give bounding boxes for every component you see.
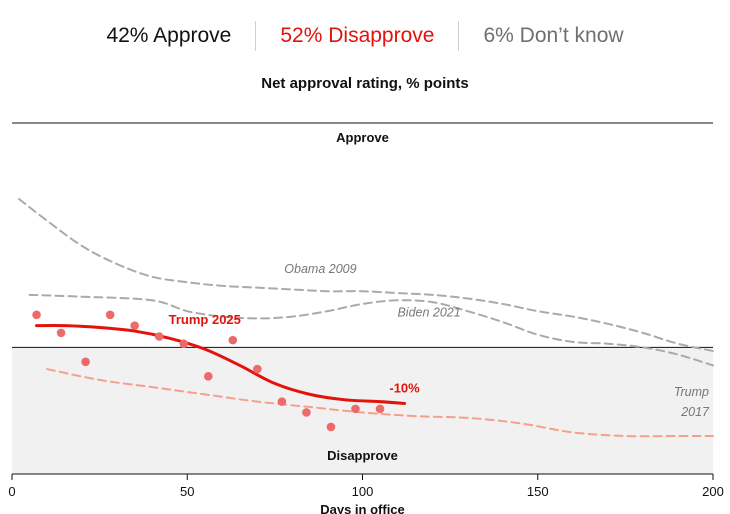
poll-point [302, 408, 311, 417]
obama-2009-line [18, 197, 714, 352]
x-axis-ticks: 0 50 100 150 200 [8, 474, 724, 499]
x-tick-label: 50 [180, 484, 194, 499]
headline-divider [255, 21, 257, 51]
poll-point [105, 310, 115, 320]
trump-2025-line [35, 324, 407, 405]
trump-2017-line [46, 368, 714, 438]
poll-point [203, 371, 213, 381]
headline-divider [458, 21, 460, 51]
x-tick-label: 0 [8, 484, 15, 499]
x-tick-label: 200 [702, 484, 724, 499]
biden-2021-line [28, 293, 714, 367]
x-axis-title: Days in office [320, 502, 405, 514]
latest-value-label: -10% [389, 381, 420, 396]
series-lines [18, 197, 714, 438]
poll-point [228, 335, 238, 345]
disapprove-band [12, 347, 713, 474]
disapprove-share: 52% Disapprove [280, 24, 435, 47]
poll-point [32, 310, 41, 320]
biden-series-label: Biden 2021 [397, 306, 460, 320]
headline: 42% Approve 52% Disapprove 6% Don’t know [0, 18, 730, 54]
trump2017-series-label-year: 2017 [680, 405, 710, 419]
disapprove-region-label: Disapprove [327, 448, 398, 463]
dont-know-share: 6% Don’t know [483, 24, 624, 47]
poll-point [56, 328, 66, 338]
trump2025-series-label: Trump 2025 [169, 312, 241, 327]
poll-point [277, 397, 287, 406]
approve-share: 42% Approve [106, 24, 232, 47]
poll-point [351, 404, 360, 414]
poll-point [326, 422, 336, 432]
x-tick-label: 100 [352, 484, 374, 499]
poll-point [179, 339, 189, 349]
x-tick-label: 150 [527, 484, 549, 499]
poll-point [154, 332, 164, 341]
chart-title: Net approval rating, % points [261, 75, 469, 92]
obama-series-label: Obama 2009 [284, 262, 356, 276]
poll-point [81, 357, 90, 367]
poll-points [32, 310, 385, 432]
approve-region-label: Approve [336, 130, 389, 145]
poll-point [375, 404, 385, 414]
trump2017-series-label: Trump [674, 385, 709, 399]
poll-point [130, 321, 139, 330]
poll-point [253, 364, 262, 374]
